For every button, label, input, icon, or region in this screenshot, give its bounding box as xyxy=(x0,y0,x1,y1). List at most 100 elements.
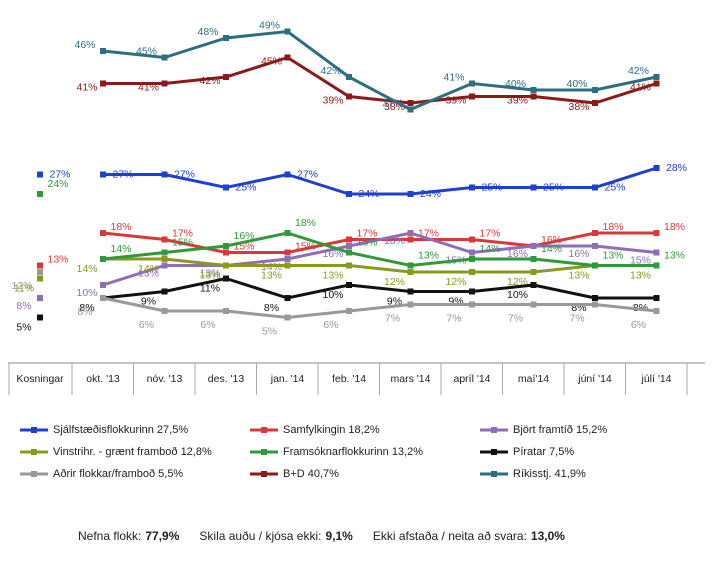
data-label: 40% xyxy=(566,78,587,90)
point-marker xyxy=(223,184,229,191)
point-marker xyxy=(653,230,660,236)
point-marker xyxy=(407,288,414,295)
point-marker xyxy=(530,269,537,275)
data-label: 17% xyxy=(479,227,500,239)
data-label: 46% xyxy=(74,39,95,51)
point-marker xyxy=(284,314,291,321)
data-label: 18% xyxy=(384,235,405,247)
point-marker xyxy=(161,80,168,87)
data-label: 13% xyxy=(261,269,282,281)
point-marker xyxy=(37,171,43,178)
data-label: 45% xyxy=(136,45,157,57)
point-marker xyxy=(407,301,414,308)
data-label: 25% xyxy=(481,181,502,193)
data-label: 18% xyxy=(295,217,316,229)
point-marker xyxy=(346,93,352,100)
legend-marker xyxy=(491,471,497,477)
x-tick-label: júlí '14 xyxy=(640,373,671,385)
data-label: 15% xyxy=(295,240,316,252)
data-label: 7% xyxy=(385,312,400,324)
point-marker xyxy=(161,171,168,178)
data-label: 15% xyxy=(630,254,651,266)
footer-value: 77,9% xyxy=(145,529,179,543)
data-label: 13% xyxy=(602,249,623,261)
point-marker xyxy=(284,230,291,236)
point-marker xyxy=(592,184,598,191)
data-label: 16% xyxy=(233,230,254,242)
legend-label: Vinstrihr. - grænt framboð 12,8% xyxy=(53,446,212,458)
point-marker xyxy=(161,262,168,269)
data-label: 8% xyxy=(79,302,94,314)
point-marker xyxy=(346,191,352,197)
point-marker xyxy=(223,308,229,314)
data-label: 25% xyxy=(235,181,256,193)
point-marker xyxy=(100,230,106,236)
series-line xyxy=(102,231,657,287)
data-label: 14% xyxy=(541,243,562,255)
x-tick-label: nóv. '13 xyxy=(147,373,183,385)
data-label: 8% xyxy=(16,300,31,312)
point-marker xyxy=(530,301,537,308)
data-label: 42% xyxy=(320,65,341,77)
point-marker xyxy=(407,262,414,269)
point-marker xyxy=(407,269,414,275)
x-tick-label: júní '14 xyxy=(577,373,612,385)
data-label: 10% xyxy=(507,289,528,301)
data-label: 18% xyxy=(110,221,131,233)
data-label: 18% xyxy=(664,221,685,233)
data-label: 16% xyxy=(568,248,589,260)
point-marker xyxy=(407,100,414,106)
footer: Nefna flokk: 77,9% Skila auðu / kjósa ekki… xyxy=(78,529,565,543)
data-label: 42% xyxy=(199,75,220,87)
data-label: 11% xyxy=(14,282,34,294)
point-marker xyxy=(161,54,168,61)
legend-label: B+D 40,7% xyxy=(283,468,339,480)
point-marker xyxy=(37,295,43,301)
point-marker xyxy=(530,184,537,191)
point-marker xyxy=(592,262,598,269)
data-label: 12% xyxy=(11,280,32,292)
data-label: 10% xyxy=(76,287,97,299)
point-marker xyxy=(407,191,414,197)
point-marker xyxy=(284,249,291,256)
point-marker xyxy=(469,301,475,308)
data-label: 13% xyxy=(418,249,439,261)
data-label: 7% xyxy=(569,312,584,324)
data-label: 24% xyxy=(47,178,68,190)
data-label: 11% xyxy=(200,282,220,294)
data-label: 7% xyxy=(446,312,461,324)
point-marker xyxy=(346,282,352,288)
data-label: 13% xyxy=(322,269,343,281)
point-marker xyxy=(653,308,660,314)
point-marker xyxy=(653,249,660,256)
point-marker xyxy=(223,35,229,41)
data-label: 41% xyxy=(76,81,97,93)
data-label: 41% xyxy=(443,71,464,83)
data-label: 40% xyxy=(505,78,526,90)
data-label: 13% xyxy=(630,269,651,281)
data-label: 16% xyxy=(541,234,562,246)
point-marker xyxy=(284,171,291,178)
data-label: 38% xyxy=(568,101,589,113)
point-marker xyxy=(407,230,414,236)
point-marker xyxy=(161,256,168,262)
point-marker xyxy=(407,236,414,243)
point-marker xyxy=(530,256,537,262)
point-marker xyxy=(346,262,352,269)
point-marker xyxy=(653,74,660,80)
data-label: 27% xyxy=(174,168,195,180)
series-line xyxy=(103,166,657,196)
data-label: 41% xyxy=(138,81,159,93)
point-marker xyxy=(469,80,475,87)
data-label: 49% xyxy=(259,19,280,31)
legend-label: Píratar 7,5% xyxy=(513,446,574,458)
data-label: 9% xyxy=(387,295,402,307)
series-line xyxy=(103,257,657,274)
point-marker xyxy=(469,256,475,262)
point-marker xyxy=(100,80,106,87)
footer-value: 9,1% xyxy=(325,529,353,543)
data-label: 27% xyxy=(112,168,133,180)
data-label: 6% xyxy=(139,319,154,331)
data-label: 17% xyxy=(356,227,377,239)
data-label: 27% xyxy=(297,168,318,180)
